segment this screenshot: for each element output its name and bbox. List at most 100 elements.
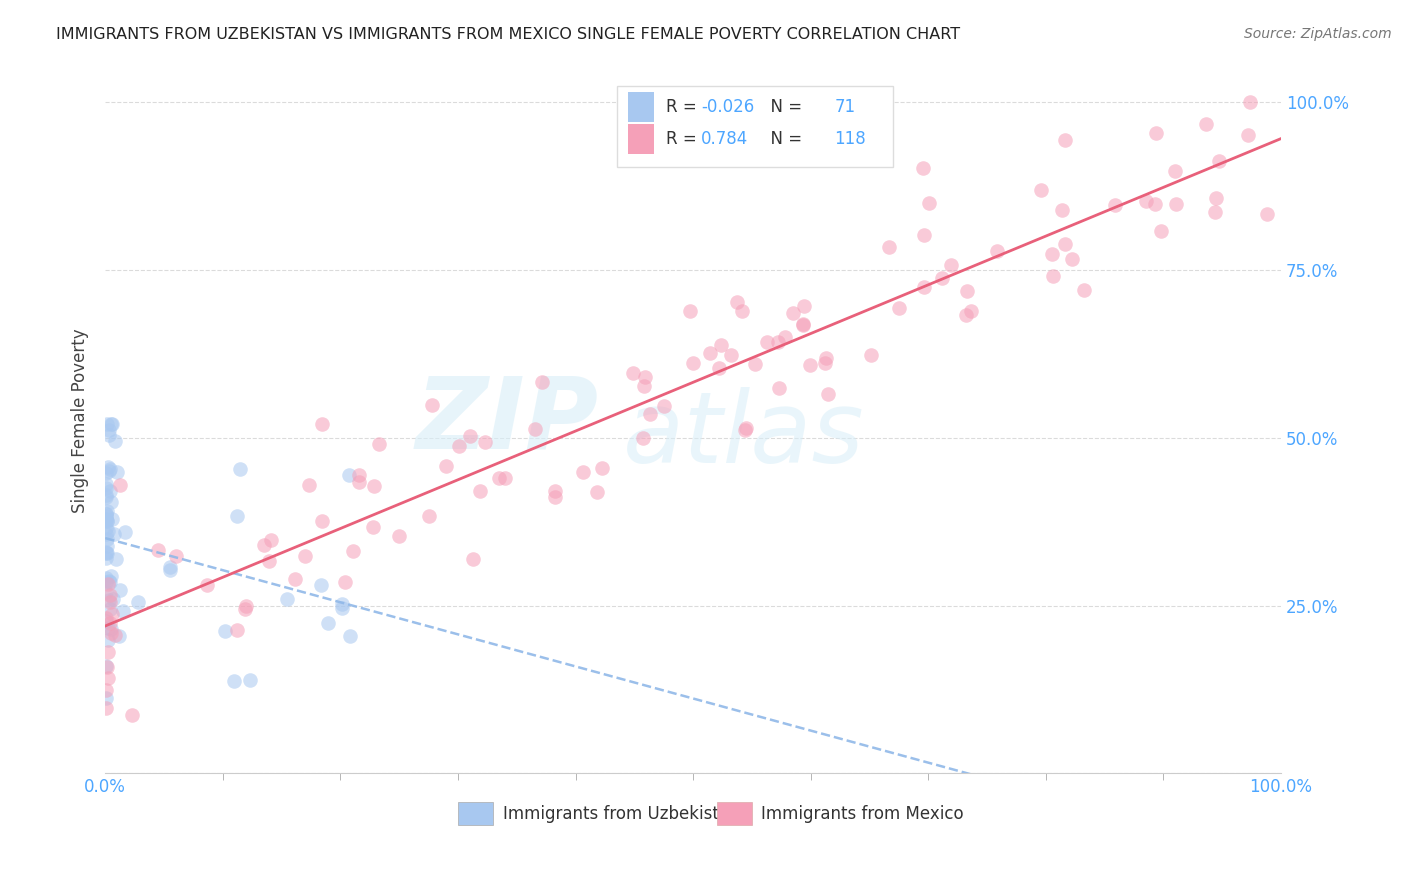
Point — [744, 358, 766, 372]
Point — [96, 508, 118, 523]
Point — [276, 591, 298, 606]
Point — [720, 348, 742, 362]
Bar — [628, 93, 654, 122]
Point — [98, 427, 121, 442]
Point — [97, 577, 120, 591]
Point — [233, 602, 256, 616]
Point — [544, 490, 567, 504]
Point — [159, 560, 181, 574]
Point — [859, 349, 882, 363]
Point — [214, 624, 236, 638]
Point — [309, 578, 332, 592]
Point — [96, 660, 118, 674]
Point — [330, 597, 353, 611]
Text: atlas: atlas — [623, 386, 865, 483]
Point — [96, 575, 118, 590]
Point — [96, 466, 118, 480]
Point — [97, 423, 120, 437]
Point — [100, 417, 122, 432]
Point — [572, 465, 595, 479]
Point — [1164, 164, 1187, 178]
Point — [297, 477, 319, 491]
Point — [96, 488, 118, 502]
Point — [96, 513, 118, 527]
Point — [121, 708, 143, 723]
Point — [98, 464, 121, 478]
Point — [960, 303, 983, 318]
Point — [494, 471, 516, 485]
Point — [100, 622, 122, 636]
Point — [633, 379, 655, 393]
Point — [986, 244, 1008, 259]
Point — [734, 421, 756, 435]
Point — [96, 659, 118, 673]
Point — [912, 280, 935, 294]
Bar — [717, 802, 752, 825]
Point — [96, 533, 118, 547]
Point — [799, 359, 821, 373]
Point — [311, 514, 333, 528]
Point — [792, 317, 814, 331]
Point — [1104, 198, 1126, 212]
Point — [1060, 252, 1083, 266]
Point — [97, 672, 120, 686]
Point — [731, 304, 754, 318]
Point — [96, 417, 118, 432]
Point — [108, 477, 131, 491]
Point — [96, 507, 118, 521]
Point — [793, 299, 815, 313]
Point — [1236, 128, 1258, 143]
Point — [342, 544, 364, 558]
Point — [815, 351, 838, 366]
Point — [782, 306, 804, 320]
Point — [96, 691, 118, 706]
Point — [103, 527, 125, 541]
Text: N =: N = — [761, 130, 807, 148]
Text: R =: R = — [666, 98, 702, 116]
Point — [725, 295, 748, 310]
Point — [773, 329, 796, 343]
Point — [458, 429, 481, 443]
Point — [96, 571, 118, 585]
Point — [98, 574, 121, 588]
Point — [96, 611, 118, 625]
Text: IMMIGRANTS FROM UZBEKISTAN VS IMMIGRANTS FROM MEXICO SINGLE FEMALE POVERTY CORRE: IMMIGRANTS FROM UZBEKISTAN VS IMMIGRANTS… — [56, 27, 960, 42]
Point — [316, 615, 339, 630]
Point — [710, 338, 733, 352]
Point — [311, 417, 333, 432]
Point — [699, 346, 721, 360]
Point — [638, 408, 661, 422]
Point — [931, 271, 953, 285]
Point — [1053, 237, 1076, 252]
Bar — [628, 124, 654, 153]
Point — [591, 460, 613, 475]
Point — [347, 475, 370, 489]
Point — [96, 508, 118, 522]
Point — [1054, 133, 1077, 147]
Point — [347, 468, 370, 483]
Point — [792, 318, 814, 332]
Point — [100, 607, 122, 621]
Point — [108, 583, 131, 598]
Point — [96, 490, 118, 504]
Point — [97, 633, 120, 648]
Point — [817, 386, 839, 401]
Bar — [458, 802, 494, 825]
Point — [294, 549, 316, 563]
Point — [146, 542, 169, 557]
Text: 118: 118 — [834, 130, 866, 148]
Point — [111, 604, 134, 618]
Point — [1195, 117, 1218, 131]
Point — [544, 483, 567, 498]
Point — [97, 621, 120, 635]
Point — [530, 375, 553, 389]
Point — [523, 422, 546, 436]
Point — [127, 595, 149, 609]
Point — [96, 701, 118, 715]
Point — [339, 629, 361, 643]
Point — [1135, 194, 1157, 208]
Point — [105, 552, 128, 566]
Point — [195, 578, 218, 592]
Point — [96, 584, 118, 599]
Point — [96, 504, 118, 518]
